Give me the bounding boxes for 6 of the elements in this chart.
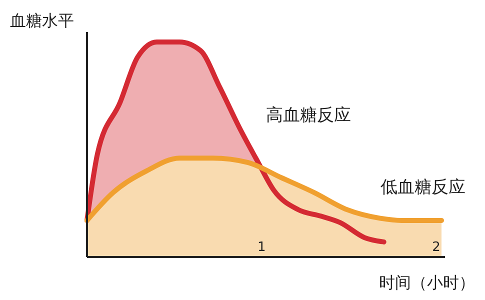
y-axis-title: 血糖水平 <box>10 11 74 30</box>
x-tick-label: 1 <box>257 240 266 255</box>
series-label: 高血糖反应 <box>266 105 352 126</box>
x-tick-label: 2 <box>432 240 440 255</box>
series-label: 低血糖反应 <box>380 177 466 198</box>
x-axis-title: 时间（小时） <box>379 273 475 292</box>
